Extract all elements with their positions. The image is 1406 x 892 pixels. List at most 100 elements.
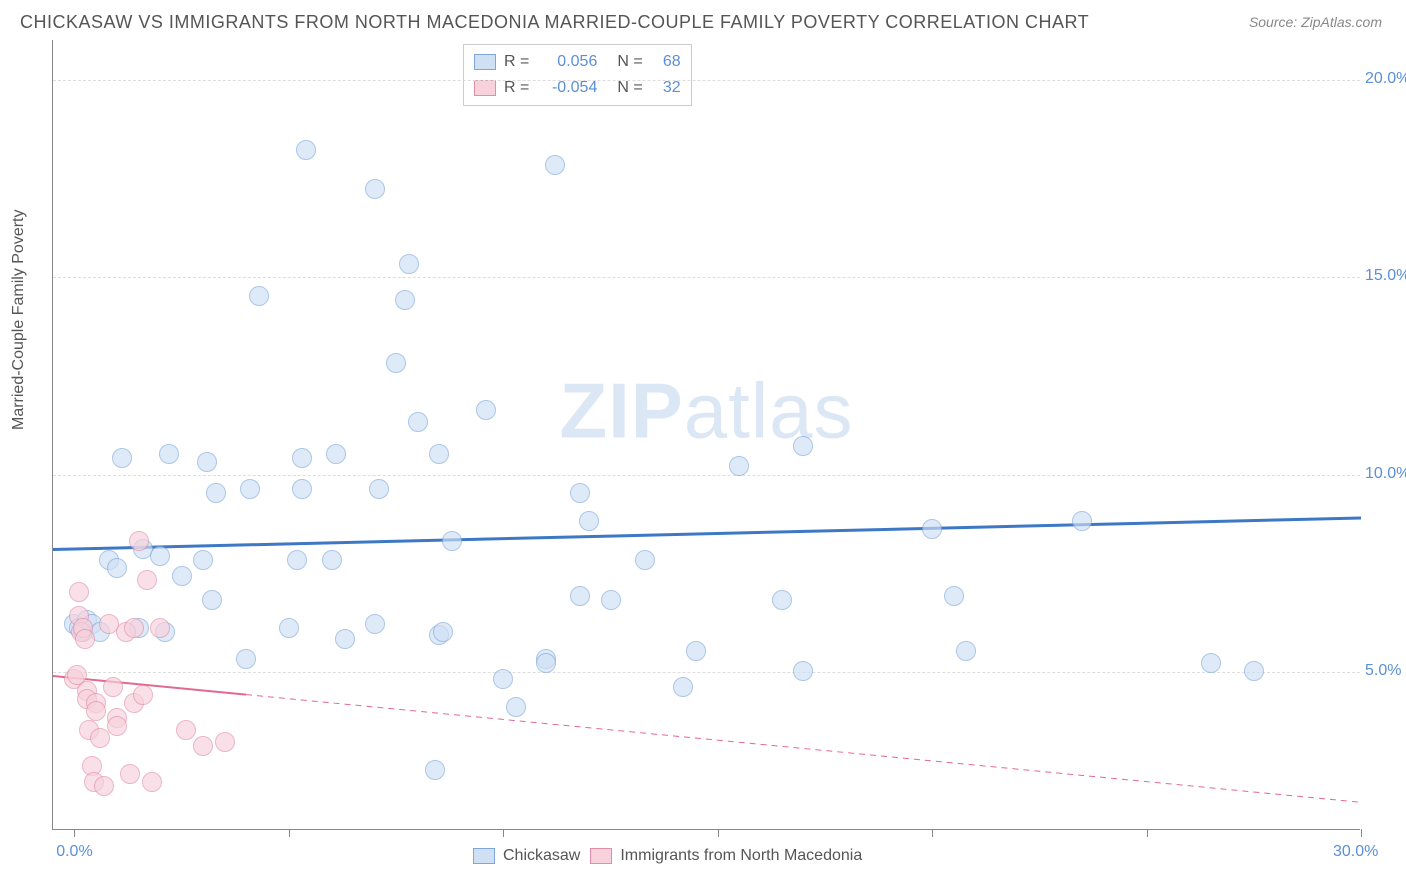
trend-line-solid: [53, 518, 1361, 550]
scatter-point: [425, 760, 445, 780]
corr-r-value: 0.056: [537, 53, 597, 71]
scatter-point: [296, 140, 316, 160]
scatter-point: [570, 483, 590, 503]
scatter-point: [579, 511, 599, 531]
scatter-point: [215, 732, 235, 752]
scatter-point: [772, 590, 792, 610]
x-tick: [289, 829, 290, 837]
scatter-point: [236, 649, 256, 669]
scatter-point: [493, 669, 513, 689]
y-axis-label: Married-Couple Family Poverty: [10, 209, 28, 430]
scatter-point: [159, 444, 179, 464]
x-tick: [1147, 829, 1148, 837]
scatter-point: [365, 614, 385, 634]
scatter-point: [442, 531, 462, 551]
x-tick: [503, 829, 504, 837]
scatter-point: [1201, 653, 1221, 673]
series-legend: Chickasaw Immigrants from North Macedonia: [473, 847, 862, 865]
scatter-point: [673, 677, 693, 697]
scatter-point: [326, 444, 346, 464]
scatter-point: [1244, 661, 1264, 681]
x-tick-label: 0.0%: [56, 843, 92, 861]
legend-label: Chickasaw: [503, 847, 580, 865]
scatter-point: [75, 629, 95, 649]
corr-n-label: N =: [617, 79, 642, 97]
scatter-point: [150, 546, 170, 566]
corr-legend-row: R =0.056N =68: [474, 49, 681, 75]
scatter-point: [944, 586, 964, 606]
grid-line: [53, 475, 1360, 476]
plot-area: ZIPatlas R =0.056N =68R =-0.054N =32 Chi…: [52, 40, 1360, 830]
scatter-point: [292, 479, 312, 499]
correlation-legend: R =0.056N =68R =-0.054N =32: [463, 44, 692, 106]
scatter-point: [399, 254, 419, 274]
scatter-point: [86, 701, 106, 721]
corr-n-value: 32: [651, 79, 681, 97]
scatter-point: [193, 550, 213, 570]
corr-n-label: N =: [617, 53, 642, 71]
scatter-point: [172, 566, 192, 586]
scatter-point: [536, 653, 556, 673]
scatter-point: [206, 483, 226, 503]
scatter-point: [90, 728, 110, 748]
trend-lines-svg: [53, 40, 1361, 830]
scatter-point: [120, 764, 140, 784]
scatter-point: [408, 412, 428, 432]
y-tick-label: 20.0%: [1365, 70, 1406, 88]
legend-swatch: [473, 848, 495, 864]
scatter-point: [793, 661, 813, 681]
trend-line-dashed: [246, 695, 1361, 803]
corr-r-value: -0.054: [537, 79, 597, 97]
x-tick: [74, 829, 75, 837]
legend-swatch: [474, 80, 496, 96]
scatter-point: [429, 444, 449, 464]
legend-item: Immigrants from North Macedonia: [590, 847, 862, 865]
scatter-point: [150, 618, 170, 638]
x-tick: [1361, 829, 1362, 837]
legend-swatch: [590, 848, 612, 864]
scatter-point: [322, 550, 342, 570]
scatter-point: [570, 586, 590, 606]
scatter-point: [369, 479, 389, 499]
legend-swatch: [474, 54, 496, 70]
x-tick: [932, 829, 933, 837]
scatter-point: [279, 618, 299, 638]
scatter-point: [176, 720, 196, 740]
grid-line: [53, 80, 1360, 81]
corr-r-label: R =: [504, 53, 529, 71]
grid-line: [53, 277, 1360, 278]
scatter-point: [635, 550, 655, 570]
scatter-point: [103, 677, 123, 697]
scatter-point: [395, 290, 415, 310]
scatter-point: [112, 448, 132, 468]
scatter-point: [686, 641, 706, 661]
scatter-point: [793, 436, 813, 456]
chart-title: CHICKASAW VS IMMIGRANTS FROM NORTH MACED…: [20, 12, 1089, 33]
scatter-point: [107, 558, 127, 578]
x-tick: [718, 829, 719, 837]
legend-item: Chickasaw: [473, 847, 580, 865]
scatter-point: [287, 550, 307, 570]
scatter-point: [133, 685, 153, 705]
source-label: Source: ZipAtlas.com: [1249, 14, 1382, 30]
scatter-point: [1072, 511, 1092, 531]
y-tick-label: 5.0%: [1365, 662, 1406, 680]
scatter-point: [476, 400, 496, 420]
scatter-point: [193, 736, 213, 756]
scatter-point: [69, 582, 89, 602]
scatter-point: [506, 697, 526, 717]
x-tick-label: 30.0%: [1333, 843, 1378, 861]
scatter-point: [365, 179, 385, 199]
scatter-point: [729, 456, 749, 476]
scatter-point: [129, 531, 149, 551]
scatter-point: [124, 618, 144, 638]
scatter-point: [601, 590, 621, 610]
y-tick-label: 15.0%: [1365, 267, 1406, 285]
scatter-point: [107, 716, 127, 736]
scatter-point: [202, 590, 222, 610]
scatter-point: [386, 353, 406, 373]
scatter-point: [197, 452, 217, 472]
legend-label: Immigrants from North Macedonia: [620, 847, 862, 865]
scatter-point: [922, 519, 942, 539]
scatter-point: [240, 479, 260, 499]
